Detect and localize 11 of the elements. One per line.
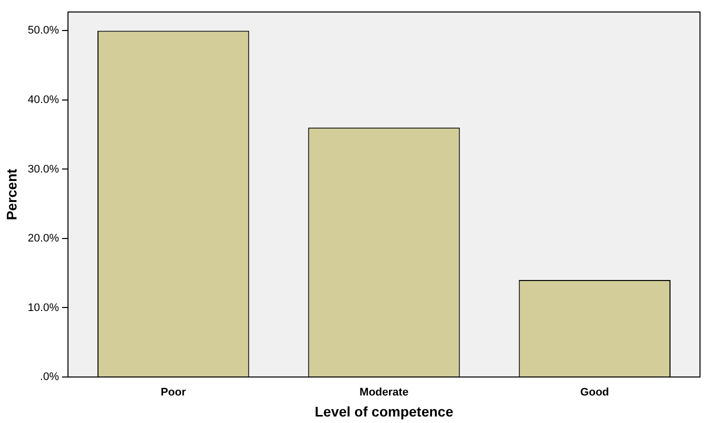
y-axis-title: Percent: [3, 168, 20, 220]
x-axis-title: Level of competence: [314, 403, 454, 420]
x-tick-label: Good: [580, 386, 610, 399]
y-tick-label: 50.0%: [28, 24, 60, 37]
x-tick-label: Moderate: [360, 386, 408, 399]
y-tick-label: .0%: [40, 371, 60, 384]
y-tick-label: 30.0%: [28, 163, 60, 176]
y-tick-label: 40.0%: [28, 94, 60, 106]
x-tick-label: Poor: [160, 386, 187, 399]
y-tick-label: 10.0%: [28, 302, 60, 314]
y-tick-label: 20.0%: [28, 232, 60, 245]
